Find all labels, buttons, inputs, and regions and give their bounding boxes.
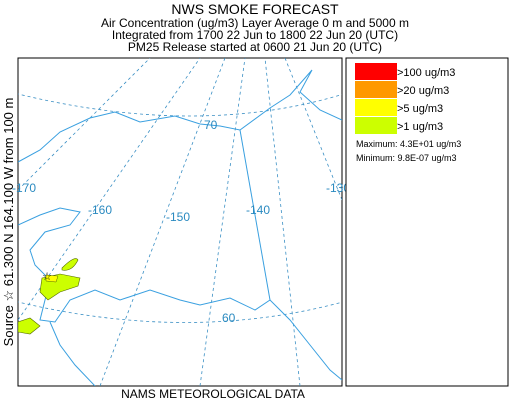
coastline	[18, 207, 342, 381]
subtitle: Integrated from 1700 22 Jun to 1800 22 J…	[112, 28, 398, 42]
subtitle: Air Concentration (ug/m3) Layer Average …	[101, 16, 409, 30]
legend-swatch	[355, 99, 397, 116]
coastline	[49, 321, 96, 386]
legend-swatch	[355, 117, 397, 134]
longitude-label: -140	[246, 203, 270, 217]
border	[239, 129, 271, 301]
latitude-label: 60	[222, 311, 236, 325]
longitude-label: -170	[12, 181, 36, 195]
longitude-label: -130	[326, 181, 350, 195]
longitude-label: -160	[88, 203, 112, 217]
longitude-line	[284, 58, 342, 201]
longitude-line	[199, 58, 246, 386]
longitude-line	[264, 58, 301, 386]
maximum: Maximum: 4.3E+01 ug/m3	[356, 139, 461, 149]
map: ☆ -170 -160 -150 -140 -130 70 60	[12, 57, 350, 387]
longitude-line	[18, 58, 151, 191]
legend-label: >20 ug/m3	[397, 85, 449, 97]
legend-label: >5 ug/m3	[397, 103, 443, 115]
legend-label: >1 ug/m3	[397, 121, 443, 133]
latitude-line	[18, 301, 342, 323]
smoke-plume	[45, 274, 59, 283]
legend: >100 ug/m3 >20 ug/m3 >5 ug/m3 >1 ug/m3 Maxi…	[345, 57, 509, 387]
title: NWS SMOKE FORECAST	[171, 1, 339, 17]
minimum: Minimum: 9.8E-07 ug/m3	[356, 153, 457, 163]
subtitle: PM25 Release started at 0600 21 Jun 20 (…	[128, 40, 382, 54]
legend-swatch	[355, 81, 397, 98]
coastline	[18, 69, 342, 163]
legend-label: >100 ug/m3	[397, 67, 455, 79]
longitude-label: -150	[166, 210, 190, 224]
source-marker: ☆	[42, 271, 52, 283]
footer: NAMS METEOROLOGICAL DATA	[121, 387, 305, 401]
smoke-plume	[18, 258, 81, 335]
longitude-line	[99, 58, 226, 386]
legend-items: >100 ug/m3 >20 ug/m3 >5 ug/m3 >1 ug/m3	[355, 63, 455, 134]
legend-swatch	[355, 63, 397, 80]
latitude-label: 70	[204, 118, 218, 132]
latitude-line	[18, 93, 342, 117]
longitude-line	[18, 58, 201, 321]
source-label: Source ☆ 61.300 N 164.100 W from 100 m	[1, 98, 16, 347]
